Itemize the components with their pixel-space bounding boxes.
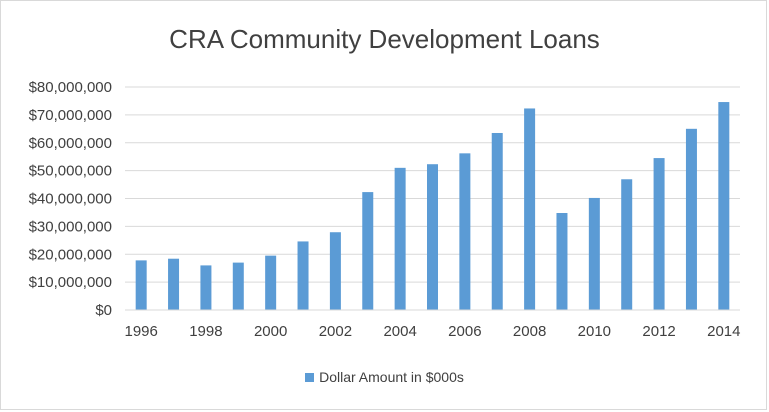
x-tick-label: 2002 (319, 323, 352, 340)
y-tick-label: $40,000,000 (29, 191, 112, 208)
x-tick-label: 1998 (189, 323, 222, 340)
y-tick-label: $30,000,000 (29, 218, 112, 235)
bar-2005 (427, 164, 438, 310)
bar-2013 (685, 128, 697, 310)
bar-2002 (329, 232, 341, 310)
bar-2004 (394, 167, 406, 310)
x-tick-label: 2004 (383, 323, 416, 340)
bar-2011 (621, 179, 633, 310)
y-tick-label: $80,000,000 (29, 79, 112, 96)
bar-2000 (265, 255, 277, 310)
x-tick-label: 2008 (513, 323, 546, 340)
x-tick-label: 2010 (578, 323, 611, 340)
legend-label: Dollar Amount in $000s (319, 369, 464, 385)
y-tick-label: $10,000,000 (29, 274, 112, 291)
bar-2009 (556, 213, 568, 310)
bar-2001 (297, 241, 309, 310)
x-tick-label: 2014 (707, 323, 740, 340)
bars (135, 102, 730, 311)
chart-title: CRA Community Development Loans (169, 24, 600, 54)
y-tick-label: $20,000,000 (29, 246, 112, 263)
y-tick-label: $70,000,000 (29, 107, 112, 124)
bar-2003 (362, 192, 374, 310)
y-axis-tick-labels: $0 $10,000,000 $20,000,000 $30,000,000 $40,0… (29, 79, 112, 319)
x-tick-label: 2012 (642, 323, 675, 340)
legend-swatch (305, 373, 315, 382)
y-tick-label: $0 (95, 302, 112, 319)
bar-1997 (168, 258, 180, 310)
bar-2012 (653, 158, 665, 310)
bar-1998 (200, 265, 212, 310)
bar-1996 (135, 260, 147, 310)
legend: Dollar Amount in $000s (0, 369, 769, 385)
x-axis-tick-labels: 1996 1998 2000 2002 2004 2006 2008 2010 2012 2014 (124, 323, 740, 340)
bar-2014 (718, 102, 730, 310)
x-tick-label: 2006 (448, 323, 481, 340)
x-tick-label: 1996 (124, 323, 157, 340)
bar-2010 (588, 197, 600, 310)
x-tick-label: 2000 (254, 323, 287, 340)
y-tick-label: $50,000,000 (29, 163, 112, 180)
y-tick-label: $60,000,000 (29, 135, 112, 152)
bar-2008 (524, 108, 536, 311)
bar-2006 (459, 153, 471, 310)
bar-2007 (491, 132, 503, 310)
bar-1999 (232, 262, 244, 310)
